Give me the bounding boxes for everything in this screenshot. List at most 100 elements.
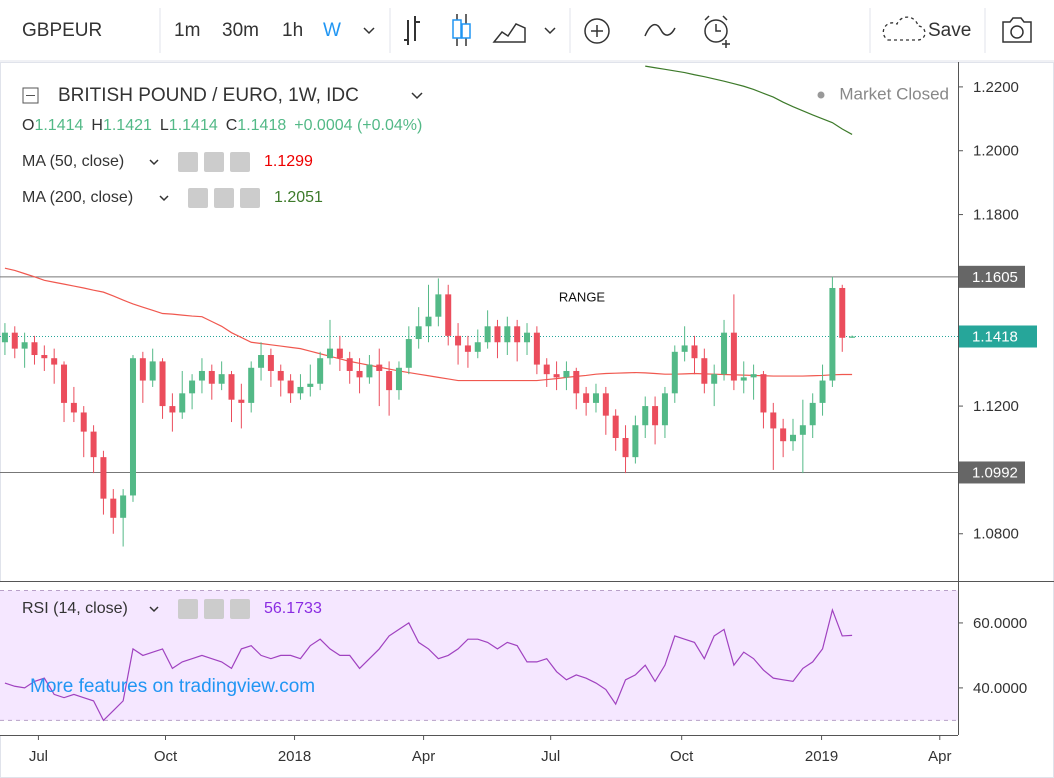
candle-body (208, 370, 215, 384)
candle-body (179, 393, 186, 413)
candle-body (258, 355, 265, 368)
compare-icon[interactable] (584, 18, 610, 44)
candle-body (386, 370, 393, 391)
candle-body (740, 377, 747, 381)
ohlc-change: +0.0004 (+0.04%) (294, 117, 422, 134)
legend-tool[interactable] (230, 152, 250, 172)
candle-body (218, 374, 225, 384)
legend-menu (149, 159, 159, 166)
rsi-plot (0, 589, 958, 722)
ohlc-value: 1.1414 (169, 117, 218, 134)
candle-body (317, 358, 324, 384)
cloud-icon[interactable] (882, 16, 926, 41)
candle-body (61, 364, 68, 403)
legend-menu (149, 606, 159, 613)
x-tick-label: Apr (412, 748, 435, 765)
title-menu[interactable] (411, 92, 423, 100)
style-menu[interactable] (544, 27, 556, 35)
alert-icon[interactable] (704, 19, 728, 43)
legend-tool[interactable] (240, 188, 260, 208)
candle-body (819, 380, 826, 403)
candle-body (730, 332, 737, 381)
x-tick-label: Oct (670, 748, 694, 765)
range-label: 1.1605 (972, 269, 1018, 286)
candle-body (90, 431, 97, 458)
compare-plus (591, 25, 603, 37)
candle-body (80, 412, 87, 432)
legend-tool[interactable] (188, 188, 208, 208)
y-tick-label: 1.2000 (973, 143, 1019, 160)
x-tick-label: 2018 (278, 748, 311, 765)
candles-icon-body (461, 23, 471, 39)
x-tick-label: Apr (928, 748, 951, 765)
status-dot (817, 91, 825, 99)
candle-body (671, 351, 678, 394)
range-label-box (959, 461, 1025, 484)
watermark[interactable]: More features on tradingview.com (30, 676, 315, 697)
rsi-line (4, 607, 853, 722)
legend-tool[interactable] (178, 152, 198, 172)
interval[interactable]: 30m (222, 20, 259, 41)
save-button[interactable]: Save (928, 20, 971, 41)
y-tick-label: 1.2200 (973, 79, 1019, 96)
legend-tool[interactable] (214, 188, 234, 208)
y-tick-label: 1.1200 (973, 398, 1019, 415)
candle-body (100, 457, 107, 499)
rsi-band (0, 590, 958, 721)
candle-body (622, 438, 629, 458)
candle-body (543, 364, 550, 375)
candle-body (31, 342, 38, 356)
candle-body (376, 364, 383, 371)
legend-tool[interactable] (178, 599, 198, 619)
snapshot-icon[interactable] (1002, 17, 1032, 43)
bars-icon[interactable] (404, 16, 420, 45)
x-tick-label: Jul (29, 748, 48, 765)
candle-body (435, 294, 442, 317)
interval[interactable]: 1h (282, 20, 303, 41)
candle-body (395, 367, 402, 391)
ohlc-legend: O1.1414 H1.1421 L1.1414 C1.1418 +0.0004 (+0.… (22, 117, 422, 134)
candle-body (642, 406, 649, 426)
ma-legend: MA (200, close) (22, 189, 133, 206)
candle-body (346, 358, 353, 371)
candle-body (336, 348, 343, 359)
candle-body (514, 326, 521, 343)
candle-body (484, 326, 491, 343)
candle-body (632, 425, 639, 458)
indicators-icon[interactable] (644, 23, 676, 37)
x-tick-label: Jul (541, 748, 560, 765)
candle-body (533, 332, 540, 365)
legend-tool[interactable] (230, 599, 250, 619)
candle-body (238, 399, 245, 403)
candle-body (149, 361, 156, 381)
candle-body (612, 415, 619, 439)
candle-body (11, 332, 18, 349)
moving-average (645, 65, 853, 135)
candle-body (839, 287, 846, 338)
candle-body (445, 294, 452, 336)
candle-body (701, 358, 708, 384)
ohlc-value: 1.1418 (237, 117, 286, 134)
interval-active[interactable]: W (323, 20, 341, 41)
candle-body (21, 342, 28, 349)
legend-tool[interactable] (204, 599, 224, 619)
interval[interactable]: 1m (174, 20, 200, 41)
candle-body (356, 370, 363, 378)
candle-body (277, 370, 284, 381)
candle-body (553, 374, 560, 378)
chart-title: BRITISH POUND / EURO, 1W, IDC (58, 85, 359, 106)
candle-body (287, 380, 294, 394)
legend-tool[interactable] (204, 152, 224, 172)
interval-menu[interactable] (363, 27, 375, 35)
candle-body (652, 406, 659, 426)
collapse-icon[interactable] (22, 87, 39, 104)
symbol[interactable]: GBPEUR (22, 20, 102, 41)
range-label: 1.0992 (972, 464, 1018, 481)
candle-body (691, 345, 698, 359)
ohlc-label: C (226, 117, 238, 134)
candle-body (474, 342, 481, 352)
axes: 1.1605 1.0992 1.1418 1.2200 1.2000 1.1800 1.12… (29, 79, 1037, 765)
area-icon[interactable] (492, 23, 526, 43)
candle-body (504, 326, 511, 343)
